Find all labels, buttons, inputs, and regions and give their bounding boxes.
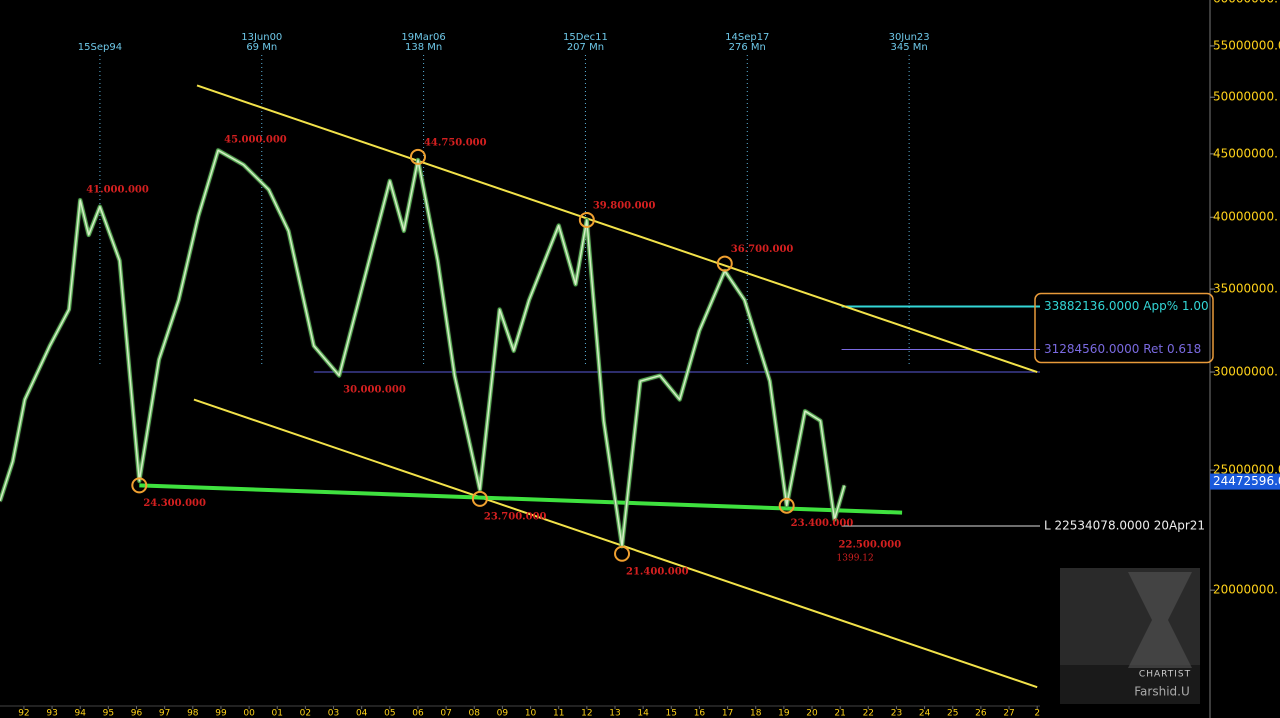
x-tick-label: 24 bbox=[919, 709, 931, 718]
pivot-circle bbox=[409, 148, 426, 165]
pivot-label: 23.700.000 bbox=[484, 511, 547, 522]
pivot-circle bbox=[131, 477, 148, 494]
x-tick-label: 23 bbox=[891, 709, 902, 718]
x-tick-label: 27 bbox=[1003, 709, 1014, 718]
x-tick-label: 17 bbox=[722, 709, 733, 718]
x-tick-label: 11 bbox=[553, 709, 564, 718]
price-line-core bbox=[0, 149, 846, 547]
x-tick-label: 07 bbox=[440, 709, 451, 718]
x-tick-label: 01 bbox=[272, 709, 283, 718]
level-label: L 22534078.0000 20Apr21 bbox=[1044, 518, 1205, 532]
x-tick-label: 13 bbox=[609, 709, 620, 718]
y-tick-label: 35000000. bbox=[1213, 282, 1278, 296]
pivot-label: 21.400.000 bbox=[626, 566, 689, 577]
last-price-label: 24472596.0 bbox=[1213, 474, 1280, 488]
y-tick-label: 40000000. bbox=[1213, 210, 1278, 224]
pivot-label: 39.800.000 bbox=[593, 200, 656, 211]
trendline bbox=[196, 84, 1038, 373]
pivot-label: 24.300.000 bbox=[143, 498, 206, 509]
pivot-circle bbox=[716, 255, 733, 272]
x-tick-label: 08 bbox=[469, 709, 481, 718]
pivot-label: 30.000.000 bbox=[343, 385, 406, 396]
x-tick-label: 04 bbox=[356, 709, 368, 718]
x-tick-label: 15 bbox=[666, 709, 677, 718]
cycle-months: 138 Mn bbox=[405, 42, 442, 53]
trendline bbox=[193, 398, 1038, 689]
y-tick-label: 45000000. bbox=[1213, 146, 1278, 160]
pivot-label: 45.000.000 bbox=[224, 134, 287, 145]
x-tick-label: 97 bbox=[159, 709, 170, 718]
x-tick-label: 03 bbox=[328, 709, 339, 718]
pivot-label: 36.700.000 bbox=[731, 244, 794, 255]
x-tick-label: 92 bbox=[18, 709, 29, 718]
pivot-label: 22.500.000 bbox=[839, 539, 902, 550]
x-tick-label: 18 bbox=[750, 709, 762, 718]
pivot-circle bbox=[578, 211, 595, 228]
cycle-months: 276 Mn bbox=[729, 42, 766, 53]
x-tick-label: 09 bbox=[497, 709, 509, 718]
x-tick-label: 99 bbox=[215, 709, 227, 718]
y-tick-label: 25000000.0 bbox=[1213, 463, 1280, 477]
pivot-label: 23.400.000 bbox=[791, 518, 854, 529]
x-tick-label: 16 bbox=[694, 709, 706, 718]
cycle-date: 14Sep17 bbox=[725, 32, 769, 43]
y-tick-label: 60000000. bbox=[1213, 0, 1278, 6]
x-tick-label: 98 bbox=[187, 709, 199, 718]
x-tick-label: 02 bbox=[300, 709, 311, 718]
pivot-label: 44.750.000 bbox=[424, 137, 487, 148]
pivot-circle bbox=[614, 545, 631, 562]
x-tick-label: 19 bbox=[778, 709, 790, 718]
watermark-band bbox=[1060, 665, 1200, 704]
x-tick-label: 95 bbox=[103, 709, 114, 718]
x-tick-label: 21 bbox=[834, 709, 845, 718]
x-tick-label: 26 bbox=[975, 709, 987, 718]
pivot-label: 41.000.000 bbox=[86, 184, 149, 195]
y-tick-label: 55000000.0 bbox=[1213, 38, 1280, 52]
cycle-months: 345 Mn bbox=[891, 42, 928, 53]
cycle-date: 19Mar06 bbox=[401, 32, 445, 43]
cycle-months: 207 Mn bbox=[567, 42, 604, 53]
x-tick-label: 2 bbox=[1034, 709, 1040, 718]
x-tick-label: 05 bbox=[384, 709, 395, 718]
x-tick-label: 93 bbox=[46, 709, 57, 718]
x-tick-label: 06 bbox=[412, 709, 424, 718]
y-tick-label: 20000000. bbox=[1213, 583, 1278, 597]
x-tick-label: 12 bbox=[581, 709, 592, 718]
x-tick-label: 20 bbox=[806, 709, 818, 718]
pivot-note: 1399.12 bbox=[837, 553, 874, 563]
x-tick-label: 22 bbox=[863, 709, 874, 718]
x-tick-label: 10 bbox=[525, 709, 537, 718]
watermark-title: CHARTIST bbox=[1139, 670, 1191, 680]
level-box bbox=[1034, 292, 1214, 364]
cycle-date: 13Jun00 bbox=[241, 32, 282, 43]
last-price-box bbox=[1210, 473, 1280, 490]
level-label: 31284560.0000 Ret 0.618 bbox=[1044, 342, 1201, 356]
x-tick-label: 94 bbox=[74, 709, 86, 718]
x-tick-label: 00 bbox=[243, 709, 255, 718]
cycle-months: 69 Mn bbox=[246, 42, 277, 53]
x-tick-label: 96 bbox=[131, 709, 143, 718]
x-tick-label: 14 bbox=[637, 709, 649, 718]
cycle-date: 15Dec11 bbox=[563, 32, 608, 43]
watermark-glass bbox=[1128, 572, 1192, 668]
pivot-circle bbox=[778, 497, 795, 514]
level-label: 33882136.0000 App% 1.00 bbox=[1044, 299, 1209, 313]
pivot-circle bbox=[471, 490, 488, 507]
y-tick-label: 50000000. bbox=[1213, 90, 1278, 104]
x-tick-label: 25 bbox=[947, 709, 958, 718]
cycle-date: 30Jun23 bbox=[889, 32, 930, 43]
y-tick-label: 30000000. bbox=[1213, 365, 1278, 379]
watermark-author: Farshid.U bbox=[1134, 685, 1190, 699]
cycle-date: 15Sep94 bbox=[78, 42, 122, 53]
trendline bbox=[139, 483, 903, 515]
watermark: CHARTIST Farshid.U bbox=[1060, 568, 1200, 704]
